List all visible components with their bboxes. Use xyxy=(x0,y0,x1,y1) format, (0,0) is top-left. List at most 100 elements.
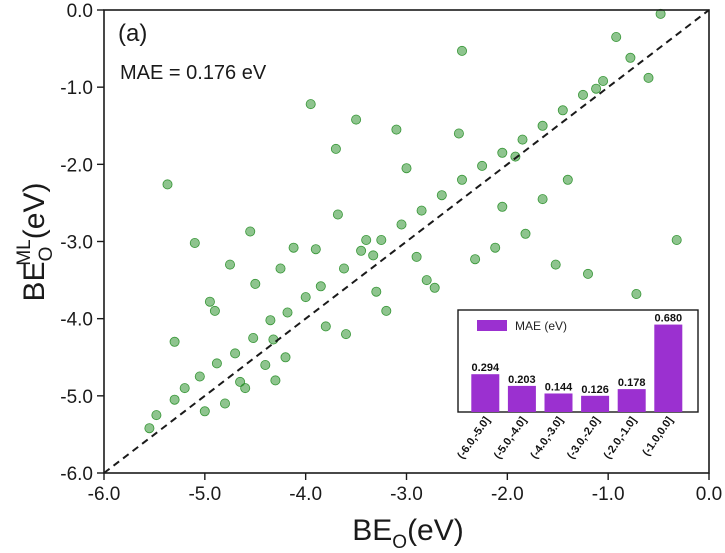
inset-category-5: (-1.0,0.0] xyxy=(640,415,676,459)
scatter-point-26 xyxy=(562,174,573,185)
scatter-point-57 xyxy=(537,120,548,131)
inset-bar-value-4: 0.178 xyxy=(618,377,646,389)
y-axis-ticks: -6.0 -5.0 -4.0 -3.0 -2.0 -1.0 0.0 xyxy=(60,1,104,485)
scatter-point-32 xyxy=(643,72,654,83)
scatter-point-11 xyxy=(351,114,362,125)
scatter-point-60 xyxy=(598,76,609,87)
scatter-point-68 xyxy=(209,305,220,316)
scatter-point-70 xyxy=(275,263,286,274)
scatter-point-17 xyxy=(453,128,464,139)
scatter-point-31 xyxy=(631,288,642,299)
scatter-point-38 xyxy=(179,383,190,394)
inset-bar-value-1: 0.203 xyxy=(508,374,536,386)
inset-category-0: (-6.0,-5.0] xyxy=(455,415,493,462)
scatter-point-30 xyxy=(625,52,636,63)
scatter-point-6 xyxy=(268,334,279,345)
scatter-point-40 xyxy=(211,358,222,369)
y-title-sub: O xyxy=(36,247,57,262)
mae-annotation: MAE = 0.176 eV xyxy=(120,62,267,84)
inset-bar-3 xyxy=(581,395,610,412)
scatter-point-50 xyxy=(396,219,407,230)
scatter-point-66 xyxy=(411,251,422,262)
inset-category-4: (-2.0,-1.0] xyxy=(602,415,640,462)
inset-bar-1 xyxy=(507,385,536,412)
legend-swatch xyxy=(477,320,507,331)
scatter-point-76 xyxy=(381,305,392,316)
scatter-point-44 xyxy=(282,307,293,318)
scatter-point-45 xyxy=(300,292,311,303)
y-axis-title: BEOML(eV) xyxy=(14,183,57,302)
inset-bar-value-3: 0.126 xyxy=(581,384,609,396)
scatter-point-74 xyxy=(270,375,281,386)
scatter-point-7 xyxy=(288,242,299,253)
scatter-point-24 xyxy=(537,194,548,205)
scatter-point-5 xyxy=(245,226,256,237)
y-tick-label-1: -5.0 xyxy=(60,387,93,408)
inset-bar-value-5: 0.680 xyxy=(655,313,683,325)
x-axis-ticks: -6.0 -5.0 -4.0 -3.0 -2.0 -1.0 0.0 xyxy=(88,473,722,505)
inset-bar-value-0: 0.294 xyxy=(472,362,500,374)
scatter-point-14 xyxy=(391,124,402,135)
x-title-base: BE xyxy=(352,514,392,547)
x-axis-title: BEO(eV) xyxy=(352,514,464,553)
scatter-point-49 xyxy=(376,234,387,245)
scatter-point-2 xyxy=(204,296,215,307)
y-title-text: BEOML(eV) xyxy=(14,183,57,302)
scatter-point-27 xyxy=(583,268,594,279)
scatter-point-20 xyxy=(490,242,501,253)
inset-bar-4 xyxy=(617,389,646,412)
scatter-point-21 xyxy=(497,201,508,212)
x-tick-label-2: -4.0 xyxy=(289,484,322,505)
panel-label: (a) xyxy=(118,20,147,47)
scatter-point-53 xyxy=(456,174,467,185)
x-title-unit: (eV) xyxy=(407,514,464,547)
scatter-point-73 xyxy=(219,398,230,409)
scatter-point-16 xyxy=(429,282,440,293)
scatter-point-61 xyxy=(240,383,251,394)
y-title-sup: ML xyxy=(14,239,35,265)
scatter-point-34 xyxy=(671,234,682,245)
scatter-point-18 xyxy=(456,45,467,56)
y-tick-label-3: -3.0 xyxy=(60,233,93,254)
scatter-point-8 xyxy=(305,99,316,110)
scatter-point-28 xyxy=(591,83,602,94)
scatter-point-12 xyxy=(361,234,372,245)
x-title-sub: O xyxy=(392,532,407,553)
inset-category-2: (-4.0,-3.0] xyxy=(528,415,566,462)
scatter-point-55 xyxy=(497,147,508,158)
scatter-point-54 xyxy=(477,160,488,171)
scatter-point-59 xyxy=(578,89,589,100)
x-tick-label-3: -3.0 xyxy=(390,484,423,505)
scatter-point-23 xyxy=(520,228,531,239)
inset-bar-chart: MAE (eV) 0.294 (-6.0,-5.0] 0.203 (-5.0,-4.0… xyxy=(455,309,699,462)
scatter-point-77 xyxy=(421,275,432,286)
scatter-point-10 xyxy=(332,209,343,220)
scatter-point-1 xyxy=(189,237,200,248)
inset-category-3: (-3.0,-2.0] xyxy=(565,415,603,462)
scatter-point-41 xyxy=(230,348,241,359)
inset-bar-5 xyxy=(654,324,683,412)
scatter-point-46 xyxy=(315,281,326,292)
scatter-point-19 xyxy=(470,254,481,265)
scatter-point-0 xyxy=(162,179,173,190)
scatter-point-67 xyxy=(169,336,180,347)
scatter-point-39 xyxy=(194,371,205,382)
scatter-point-35 xyxy=(144,423,155,434)
inset-bar-2 xyxy=(544,393,573,412)
y-title-base: BE xyxy=(18,261,51,301)
scatter-point-3 xyxy=(224,259,235,270)
inset-category-1: (-5.0,-4.0] xyxy=(492,415,530,462)
y-tick-label-0: -6.0 xyxy=(60,464,93,485)
inset-bar-0 xyxy=(471,374,500,412)
x-tick-label-1: -5.0 xyxy=(188,484,221,505)
scatter-point-58 xyxy=(557,105,568,116)
scatter-point-56 xyxy=(517,134,528,145)
scatter-point-22 xyxy=(510,151,521,162)
scatter-point-52 xyxy=(436,190,447,201)
y-tick-label-6: 0.0 xyxy=(67,1,93,22)
legend-label: MAE (eV) xyxy=(515,319,567,333)
scatter-point-63 xyxy=(280,352,291,363)
scatter-point-15 xyxy=(401,163,412,174)
x-tick-label-4: -2.0 xyxy=(491,484,524,505)
